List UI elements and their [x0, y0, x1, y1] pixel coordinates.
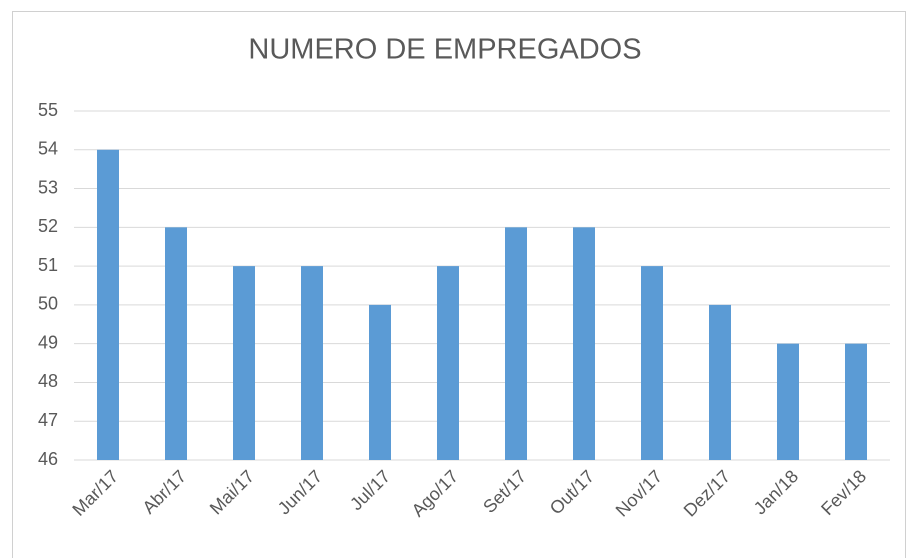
y-tick-label: 48 [38, 371, 58, 391]
y-tick-label: 50 [38, 294, 58, 314]
bar [505, 227, 527, 460]
bar [437, 266, 459, 460]
bar [165, 227, 187, 460]
bar [233, 266, 255, 460]
bar [369, 304, 391, 460]
bar [709, 304, 731, 460]
bar [845, 343, 867, 460]
bar [777, 343, 799, 460]
bar [97, 149, 119, 460]
bar [301, 266, 323, 460]
bar [641, 266, 663, 460]
y-tick-label: 53 [38, 177, 58, 197]
bar [573, 227, 595, 460]
y-tick-label: 52 [38, 216, 58, 236]
y-tick-label: 55 [38, 100, 58, 120]
y-tick-label: 49 [38, 332, 58, 352]
y-tick-label: 47 [38, 410, 58, 430]
chart-title: NUMERO DE EMPREGADOS [248, 34, 641, 66]
y-tick-label: 51 [38, 255, 58, 275]
y-tick-label: 46 [38, 449, 58, 469]
y-tick-label: 54 [38, 139, 58, 159]
